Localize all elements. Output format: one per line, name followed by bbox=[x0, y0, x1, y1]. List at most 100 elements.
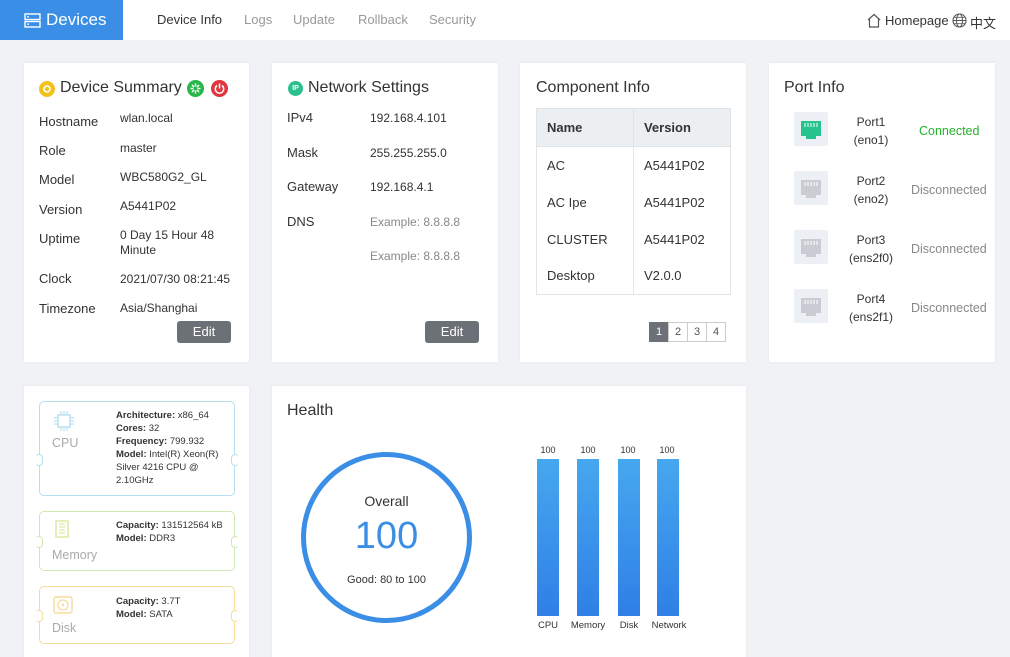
port-iface: (eno1) bbox=[853, 133, 889, 147]
component-info-title: Component Info bbox=[536, 79, 650, 96]
model-label: Model bbox=[39, 172, 75, 187]
panel-notch bbox=[35, 536, 43, 548]
page-button-4[interactable]: 4 bbox=[706, 322, 726, 342]
disk-model-value: SATA bbox=[149, 609, 173, 620]
disk-model-label: Model: bbox=[116, 609, 147, 620]
memory-label: Memory bbox=[52, 548, 98, 562]
port-label: Port3 bbox=[856, 233, 886, 247]
top-bar: Devices Device Info Logs Update Rollback… bbox=[0, 0, 1010, 40]
health-card: Health Overall 100 Good: 80 to 100 100 C… bbox=[272, 386, 746, 657]
home-icon[interactable] bbox=[866, 13, 882, 28]
tab-logs[interactable]: Logs bbox=[244, 12, 273, 27]
memory-model-label: Model: bbox=[116, 533, 147, 544]
table-row: AC Ipe A5441P02 bbox=[536, 183, 732, 221]
ipv4-label: IPv4 bbox=[287, 110, 314, 125]
gateway-label: Gateway bbox=[287, 179, 339, 194]
version-label: Version bbox=[39, 202, 83, 217]
timezone-label: Timezone bbox=[39, 301, 96, 316]
column-header-name: Name bbox=[536, 108, 634, 147]
page-button-1[interactable]: 1 bbox=[649, 322, 669, 342]
ethernet-port-icon bbox=[794, 230, 828, 264]
model-value: WBC580G2_GL bbox=[120, 170, 207, 184]
score-range: Good: 80 to 100 bbox=[347, 574, 426, 586]
tab-security[interactable]: Security bbox=[429, 12, 476, 27]
clock-value: 2021/07/30 08:21:45 bbox=[120, 272, 231, 286]
gateway-value: 192.168.4.1 bbox=[370, 180, 434, 194]
uptime-label: Uptime bbox=[39, 231, 81, 246]
port-info-card: Port Info Port1 (eno1) Connected Port2 (en… bbox=[769, 63, 995, 362]
port-status: Disconnected bbox=[911, 301, 987, 315]
ipv4-value: 192.168.4.101 bbox=[370, 111, 447, 125]
summary-edit-button[interactable]: Edit bbox=[177, 321, 231, 343]
page-button-2[interactable]: 2 bbox=[668, 322, 688, 342]
cpu-icon bbox=[54, 411, 74, 431]
bar-cpu bbox=[537, 459, 559, 616]
bar-memory bbox=[577, 459, 599, 616]
component-info-card: Component Info Name Version AC A5441P02 A… bbox=[520, 63, 746, 362]
summary-icon bbox=[39, 81, 55, 97]
port-status: Connected bbox=[919, 124, 980, 138]
memory-details: Capacity: 131512564 kB Model: DDR3 bbox=[116, 519, 228, 545]
power-icon[interactable] bbox=[211, 80, 228, 97]
component-version: A5441P02 bbox=[632, 183, 732, 221]
tab-update[interactable]: Update bbox=[293, 12, 335, 27]
dns-label: DNS bbox=[287, 214, 315, 229]
brand-label: Devices bbox=[46, 10, 107, 29]
role-value: master bbox=[120, 141, 157, 155]
component-name: Desktop bbox=[536, 257, 634, 295]
port-name: Port1 (eno1) bbox=[839, 113, 903, 149]
uptime-value: 0 Day 15 Hour 48 bbox=[120, 228, 215, 242]
architecture-label: Architecture: bbox=[116, 410, 176, 421]
health-title: Health bbox=[287, 402, 334, 419]
panel-notch bbox=[231, 536, 239, 548]
memory-panel: Memory Capacity: 131512564 kB Model: DDR… bbox=[35, 511, 239, 571]
port-iface: (ens2f1) bbox=[848, 310, 894, 324]
bar-value-memory: 100 bbox=[580, 445, 596, 455]
clock-label: Clock bbox=[39, 271, 72, 286]
cpu-label: CPU bbox=[52, 436, 79, 450]
table-row: CLUSTER A5441P02 bbox=[536, 220, 732, 258]
frequency-value: 799.932 bbox=[169, 436, 205, 447]
component-name: AC Ipe bbox=[536, 183, 634, 221]
version-value: A5441P02 bbox=[120, 199, 177, 213]
column-header-version: Version bbox=[632, 108, 732, 147]
bar-label-network: Network bbox=[651, 620, 687, 631]
hostname-value: wlan.local bbox=[120, 111, 173, 125]
mask-label: Mask bbox=[287, 145, 319, 160]
language-switch[interactable]: 中文 bbox=[970, 16, 997, 31]
network-settings-title: Network Settings bbox=[308, 79, 429, 96]
settings-icon[interactable] bbox=[187, 80, 204, 97]
brand[interactable]: Devices bbox=[0, 0, 123, 40]
mask-value: 255.255.255.0 bbox=[370, 146, 447, 160]
ethernet-port-icon bbox=[794, 112, 828, 146]
globe-icon[interactable] bbox=[952, 13, 967, 28]
disk-label: Disk bbox=[52, 621, 77, 635]
port-status: Disconnected bbox=[911, 183, 987, 197]
port-name: Port2 (eno2) bbox=[839, 172, 903, 208]
uptime-value-cont: Minute bbox=[120, 243, 157, 257]
cpu-model-value: Intel(R) Xeon(R) Silver 4216 CPU @ 2.10G… bbox=[116, 449, 219, 486]
hostname-label: Hostname bbox=[39, 114, 99, 129]
port-name: Port4 (ens2f1) bbox=[839, 290, 903, 326]
disk-capacity-value: 3.7T bbox=[161, 596, 181, 607]
memory-icon bbox=[55, 520, 69, 538]
component-version: V2.0.0 bbox=[632, 257, 732, 295]
tab-device-info[interactable]: Device Info bbox=[157, 12, 223, 27]
port-iface: (eno2) bbox=[853, 192, 889, 206]
cores-value: 32 bbox=[148, 423, 160, 434]
panel-notch bbox=[231, 454, 239, 466]
dns2-value: Example: 8.8.8.8 bbox=[370, 249, 461, 263]
panel-notch bbox=[231, 610, 239, 622]
component-table: Name Version AC A5441P02 AC Ipe A5441P02 C… bbox=[536, 108, 732, 295]
overall-gauge bbox=[301, 452, 472, 623]
bar-value-disk: 100 bbox=[620, 445, 636, 455]
tab-rollback[interactable]: Rollback bbox=[358, 12, 408, 27]
homepage-link[interactable]: Homepage bbox=[885, 13, 949, 28]
memory-model-value: DDR3 bbox=[149, 533, 176, 544]
cores-label: Cores: bbox=[116, 423, 147, 434]
bar-disk bbox=[618, 459, 640, 616]
table-row: Desktop V2.0.0 bbox=[536, 257, 732, 295]
network-edit-button[interactable]: Edit bbox=[425, 321, 479, 343]
port-label: Port2 bbox=[856, 174, 886, 188]
page-button-3[interactable]: 3 bbox=[687, 322, 707, 342]
